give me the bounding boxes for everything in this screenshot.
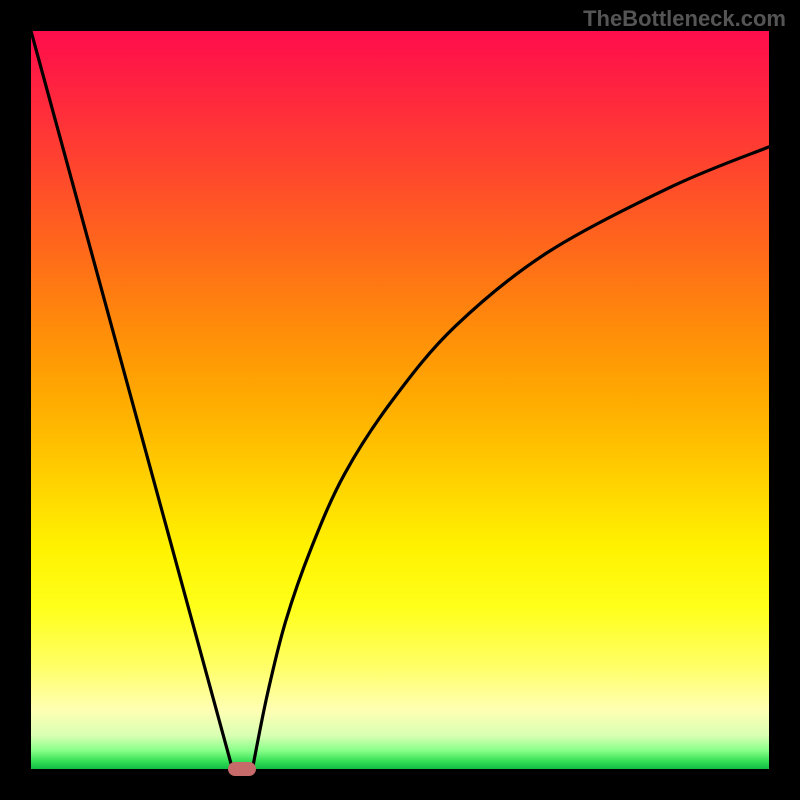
bottleneck-marker	[228, 762, 256, 775]
plot-area	[31, 31, 769, 769]
chart-container: TheBottleneck.com	[0, 0, 800, 800]
watermark-text: TheBottleneck.com	[583, 6, 786, 32]
gradient-background	[31, 31, 769, 769]
